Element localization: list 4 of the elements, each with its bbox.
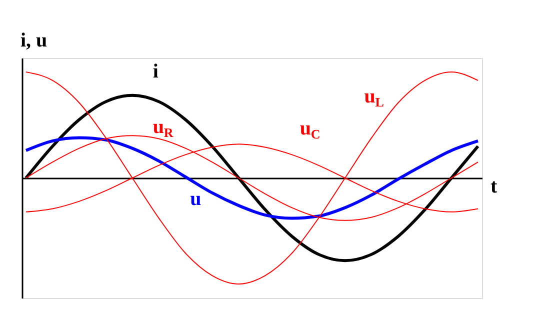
x-axis-title: t (490, 176, 498, 198)
series-label: i (152, 60, 159, 83)
series-label: u (190, 188, 202, 210)
y-axis-title: i, u (20, 30, 48, 52)
